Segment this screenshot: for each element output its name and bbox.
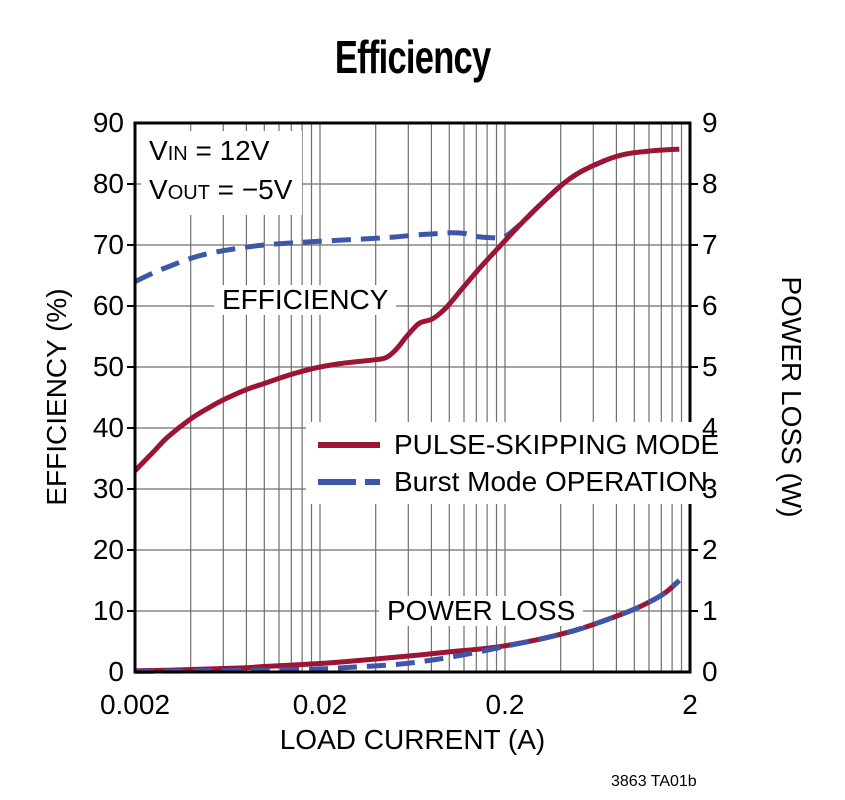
y-left-tick-label: 30 — [92, 473, 124, 504]
y-left-tick-label: 10 — [92, 595, 124, 626]
y-right-tick-label: 0 — [702, 656, 718, 687]
curve-power_loss-burst-mode — [134, 578, 681, 674]
dashed-line-swatch-icon — [318, 478, 380, 485]
annotation-line-vout: VOUT = −5V — [149, 172, 292, 211]
conditions-annotation: VIN = 12V VOUT = −5V — [141, 131, 303, 215]
y-left-tick-label: 50 — [92, 351, 124, 382]
y-right-tick-label: 8 — [702, 168, 718, 199]
legend-item-pulse-skipping: PULSE-SKIPPING MODE — [318, 428, 719, 461]
y-right-tick-label: 9 — [702, 107, 718, 138]
y-right-tick-label: 5 — [702, 351, 718, 382]
efficiency-curve-label: EFFICIENCY — [214, 285, 397, 315]
legend-item-burst-mode: Burst Mode OPERATION — [318, 465, 719, 498]
y-left-tick-label: 60 — [92, 290, 124, 321]
x-axis-title: LOAD CURRENT (A) — [279, 724, 546, 755]
y-right-tick-label: 3 — [702, 473, 718, 504]
y-left-tick-label: 0 — [108, 656, 124, 687]
y-right-tick-label: 1 — [702, 595, 718, 626]
vin-symbol: V — [149, 135, 168, 166]
figure-number: 3863 TA01b — [611, 773, 697, 790]
legend: PULSE-SKIPPING MODE Burst Mode OPERATION — [306, 422, 732, 504]
x-tick-label: 0.02 — [292, 689, 348, 720]
y-axis-title-right: POWER LOSS (W) — [776, 276, 807, 518]
y-right-tick-label: 4 — [702, 412, 718, 443]
curve-efficiency-pulse-skipping — [133, 146, 680, 473]
y-left-tick-label: 20 — [92, 534, 124, 565]
vin-value: = 12V — [187, 135, 270, 166]
y-left-tick-label: 90 — [92, 107, 124, 138]
chart-title: Efficiency — [135, 30, 690, 84]
chart-title-text: Efficiency — [334, 31, 491, 83]
y-left-tick-label: 80 — [92, 168, 124, 199]
power-loss-curve-label: POWER LOSS — [379, 596, 584, 626]
legend-label-pulse-skipping: PULSE-SKIPPING MODE — [394, 428, 720, 460]
legend-label-burst-mode: Burst Mode OPERATION — [394, 465, 708, 497]
x-tick-label: 2 — [682, 689, 698, 720]
y-right-tick-label: 6 — [702, 290, 718, 321]
y-right-tick-label: 7 — [702, 229, 718, 260]
y-left-tick-label: 70 — [92, 229, 124, 260]
plot-frame — [133, 121, 692, 674]
y-left-tick-label: 40 — [92, 412, 124, 443]
x-tick-label: 0.002 — [99, 689, 171, 720]
y-right-tick-label: 2 — [702, 534, 718, 565]
vout-symbol: V — [149, 174, 168, 205]
vin-subscript: IN — [167, 143, 188, 165]
vout-subscript: OUT — [167, 182, 210, 204]
x-tick-label: 0.2 — [485, 689, 525, 720]
annotation-line-vin: VIN = 12V — [149, 133, 292, 172]
solid-line-swatch-icon — [318, 441, 380, 448]
vout-value: = −5V — [209, 174, 293, 205]
